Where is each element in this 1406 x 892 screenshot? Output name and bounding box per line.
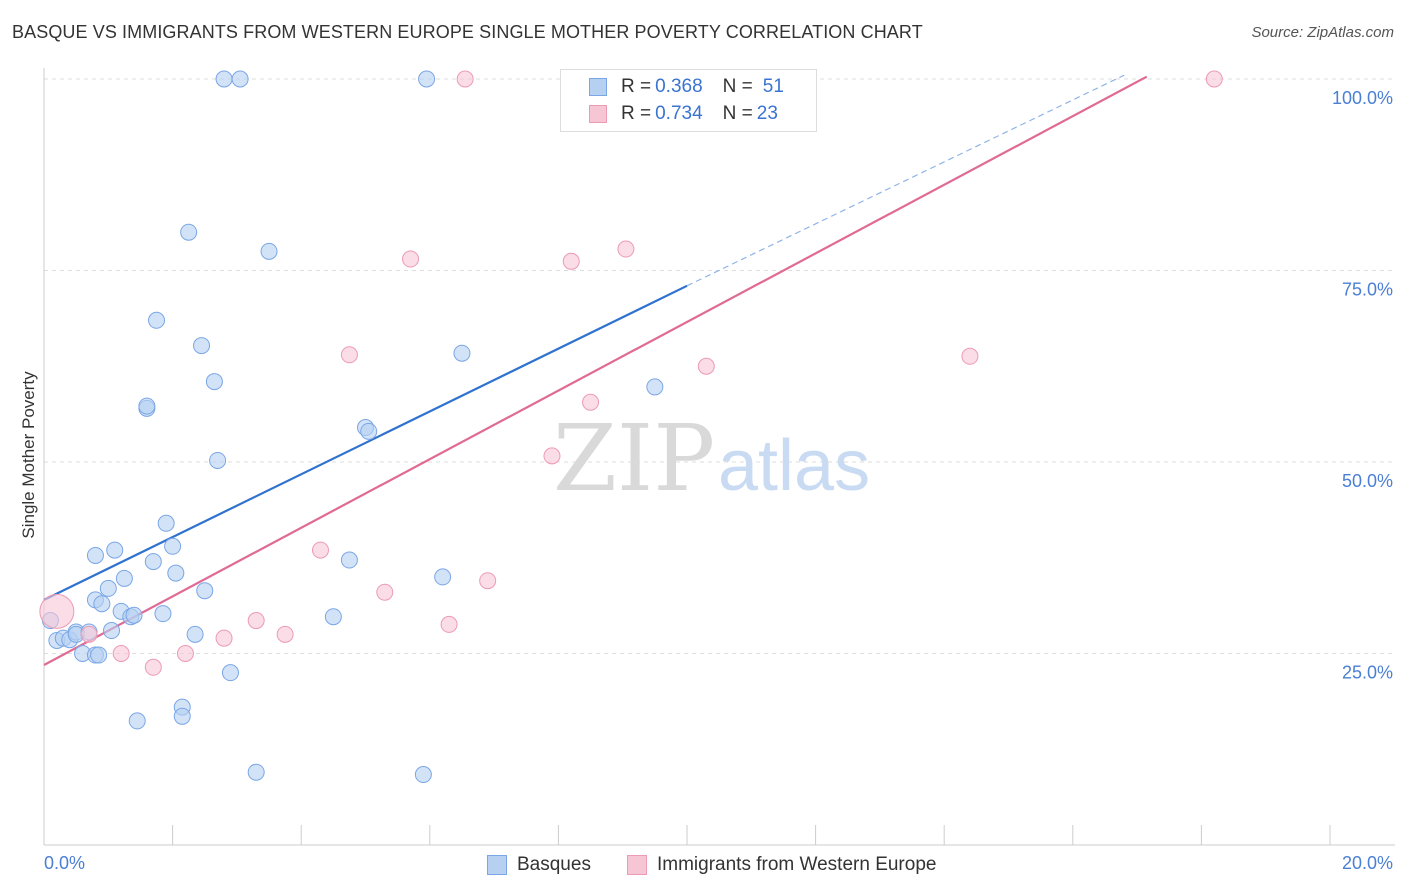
basques-point <box>106 541 124 559</box>
basques-point <box>221 664 239 682</box>
basques-point <box>90 646 108 664</box>
basques-point <box>646 378 664 396</box>
axes <box>43 68 1395 846</box>
immigrants-point <box>617 240 635 258</box>
immigrants-point <box>697 357 715 375</box>
r-label: R = <box>621 76 652 97</box>
immigrants-point <box>247 612 265 630</box>
immigrants-point <box>276 625 294 643</box>
basques-point <box>418 70 436 88</box>
basques-point <box>196 582 214 600</box>
stats-legend: R = 0.368 N = 51 R = 0.734 N = 23 <box>560 69 817 132</box>
basques-point <box>180 223 198 241</box>
watermark: ZIP atlas <box>553 405 870 512</box>
immigrants-point <box>144 658 162 676</box>
basques-point <box>128 712 146 730</box>
basques-point <box>260 242 278 260</box>
immigrants-point <box>340 346 358 364</box>
immigrants-point <box>582 393 600 411</box>
basques-point <box>99 579 117 597</box>
basques-point <box>209 451 227 469</box>
basques-swatch <box>589 78 607 96</box>
basques-trend-line <box>43 284 688 601</box>
immigrants-point <box>562 252 580 270</box>
y-tick-label: 25.0% <box>1342 663 1393 683</box>
immigrants-point <box>456 70 474 88</box>
immigrants-trend-line <box>43 75 1148 666</box>
source-label: Source: ZipAtlas.com <box>1251 24 1394 41</box>
watermark-atlas: atlas <box>718 426 870 506</box>
x-tick-label: 20.0% <box>1342 853 1393 873</box>
r-value: 0.734 <box>655 103 703 124</box>
basques-point <box>86 546 104 564</box>
basques-point <box>453 344 471 362</box>
immigrants-point <box>311 541 329 559</box>
immigrants-point <box>479 572 497 590</box>
basques-point <box>434 568 452 586</box>
immigrants-point <box>112 645 130 662</box>
n-label: N = <box>722 76 753 97</box>
immigrants-swatch <box>589 105 607 123</box>
r-label: R = <box>621 103 652 124</box>
basques-point <box>247 763 265 781</box>
y-axis-title: Single Mother Poverty <box>19 371 38 539</box>
x-tick-label: 0.0% <box>44 853 85 873</box>
immigrants-point <box>80 625 98 643</box>
basques-point <box>164 537 182 555</box>
legend-item-immigrants[interactable]: Immigrants from Western Europe <box>627 852 936 878</box>
basques-point <box>115 569 133 587</box>
basques-point <box>414 766 432 784</box>
immigrants-point <box>376 583 394 601</box>
immigrants-legend-swatch <box>627 855 647 875</box>
basques-point <box>231 70 249 88</box>
y-tick-label: 100.0% <box>1332 88 1393 108</box>
basques-point <box>154 605 172 623</box>
basques-point <box>167 564 185 582</box>
basques-legend-swatch <box>487 855 507 875</box>
basques-point <box>157 514 175 532</box>
chart-title: BASQUE VS IMMIGRANTS FROM WESTERN EUROPE… <box>12 22 923 42</box>
immigrants-point <box>176 645 194 662</box>
tick-labels: 25.0% 50.0% 75.0% 100.0% 0.0% 20.0% <box>44 88 1393 873</box>
basques-point <box>148 311 166 329</box>
stats-legend-basques: R = 0.368 N = 51 <box>589 74 784 100</box>
basques-point <box>173 707 191 725</box>
immigrants-points <box>39 70 1223 676</box>
basques-point <box>186 625 204 643</box>
legend-label-immigrants: Immigrants from Western Europe <box>657 854 937 875</box>
y-tick-label: 50.0% <box>1342 471 1393 491</box>
basques-point <box>138 397 156 415</box>
basques-point <box>324 608 342 626</box>
watermark-zip: ZIP <box>553 405 715 512</box>
immigrants-point <box>440 615 458 633</box>
immigrants-point <box>39 593 75 629</box>
immigrants-point <box>402 250 420 268</box>
immigrants-point <box>543 447 561 465</box>
r-value: 0.368 <box>655 76 703 97</box>
immigrants-point <box>1205 70 1223 88</box>
basques-point <box>340 551 358 569</box>
immigrants-point <box>215 629 233 647</box>
basques-point <box>103 622 121 640</box>
basques-point <box>193 337 211 355</box>
n-label: N = <box>722 103 753 124</box>
basques-point <box>205 373 223 391</box>
basques-point <box>125 606 143 624</box>
basques-point <box>93 595 111 613</box>
y-tick-label: 75.0% <box>1342 280 1393 300</box>
basques-point <box>144 553 162 571</box>
basques-trend-extension <box>686 74 1125 287</box>
immigrants-point <box>961 347 979 365</box>
trend-lines <box>43 74 1148 666</box>
basques-point <box>215 70 233 88</box>
legend-label-basques: Basques <box>517 854 591 875</box>
stats-legend-immigrants: R = 0.734 N = 23 <box>589 101 778 127</box>
gridlines <box>44 78 1395 654</box>
legend-item-basques[interactable]: Basques <box>487 852 591 878</box>
n-value: 51 <box>762 76 784 97</box>
n-value: 23 <box>756 103 778 124</box>
basques-point <box>360 422 378 440</box>
